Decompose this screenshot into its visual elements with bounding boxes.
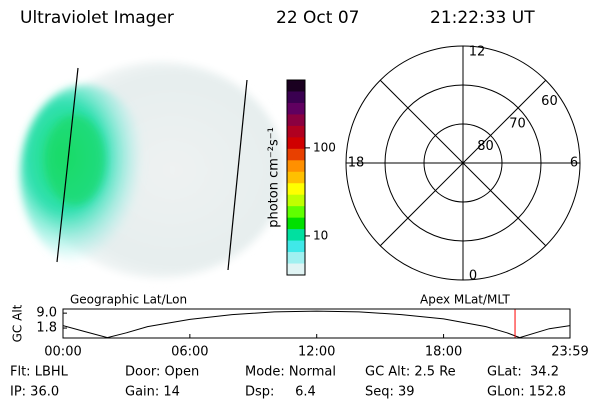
- x-tick-label: 23:59: [551, 345, 588, 360]
- lat-ring: [384, 84, 542, 242]
- colorbar-band: [287, 80, 305, 92]
- x-tick-label: 06:00: [171, 345, 208, 360]
- status-field: GLat: 34.2: [487, 365, 559, 380]
- colorbar-label: photon cm⁻²s⁻¹: [267, 127, 282, 228]
- status-field: Mode: Normal: [245, 365, 336, 380]
- colorbar-band: [287, 240, 305, 253]
- status-panel: Flt: LBHL IP: 36.0 Door: Open Gain: 14 Mode:…: [10, 365, 566, 400]
- title: Ultraviolet Imager: [20, 8, 174, 28]
- colorbar: 10 100 photon cm⁻²s⁻¹: [267, 79, 336, 276]
- lat-label: 70: [509, 116, 526, 131]
- mlt-label: 12: [469, 45, 486, 60]
- status-field: GLon: 152.8: [487, 385, 566, 400]
- altitude-timeline: Geographic Lat/Lon Apex MLat/MLT GC Alt 9.0…: [11, 293, 589, 360]
- uv-image: [20, 62, 285, 278]
- time: 21:22:33 UT: [430, 8, 535, 28]
- lat-ring: [345, 45, 581, 281]
- colorbar-band: [287, 160, 305, 173]
- colorbar-band: [287, 148, 305, 161]
- x-tick-label: 18:00: [425, 345, 462, 360]
- colorbar-band: [287, 102, 305, 115]
- status-field: Door: Open: [125, 365, 199, 380]
- timeline-ylabel: GC Alt: [11, 304, 25, 342]
- mlt-label: 0: [469, 269, 477, 284]
- status-field: GC Alt: 2.5 Re: [365, 365, 456, 380]
- x-tick-label: 12:00: [298, 345, 335, 360]
- y-tick-label: 1.8: [36, 321, 57, 336]
- colorbar-band: [287, 252, 305, 265]
- lat-ring: [423, 123, 503, 203]
- status-field: Gain: 14: [125, 385, 180, 400]
- mlt-label: 6: [570, 156, 578, 171]
- colorbar-tick-label: 100: [313, 140, 336, 154]
- status-field: Dsp: 6.4: [245, 385, 316, 400]
- y-tick-label: 9.0: [36, 306, 57, 321]
- lat-label: 80: [477, 139, 494, 154]
- status-field: Flt: LBHL: [10, 365, 69, 380]
- colorbar-band: [287, 217, 305, 230]
- colorbar-band: [287, 125, 305, 138]
- colorbar-band: [287, 137, 305, 150]
- date: 22 Oct 07: [276, 8, 359, 28]
- colorbar-frame: [286, 79, 306, 276]
- status-field: IP: 36.0: [10, 385, 59, 400]
- altitude-line: [63, 310, 570, 338]
- colorbar-tick-label: 10: [313, 228, 328, 242]
- colorbar-band: [287, 114, 305, 127]
- colorbar-band: [287, 183, 305, 196]
- status-field: Seq: 39: [365, 385, 415, 400]
- colorbar-band: [287, 263, 305, 276]
- x-tick-label: 00:00: [44, 345, 81, 360]
- timeline-right-label: Apex MLat/MLT: [420, 293, 510, 307]
- colorbar-band: [287, 206, 305, 219]
- colorbar-band: [287, 194, 305, 207]
- colorbar-band: [287, 229, 305, 242]
- lat-label: 60: [541, 94, 558, 109]
- colorbar-band: [287, 171, 305, 184]
- timeline-left-label: Geographic Lat/Lon: [70, 293, 187, 307]
- colorbar-band: [287, 91, 305, 104]
- timeline-frame: [62, 308, 571, 339]
- mlt-label: 18: [348, 156, 365, 171]
